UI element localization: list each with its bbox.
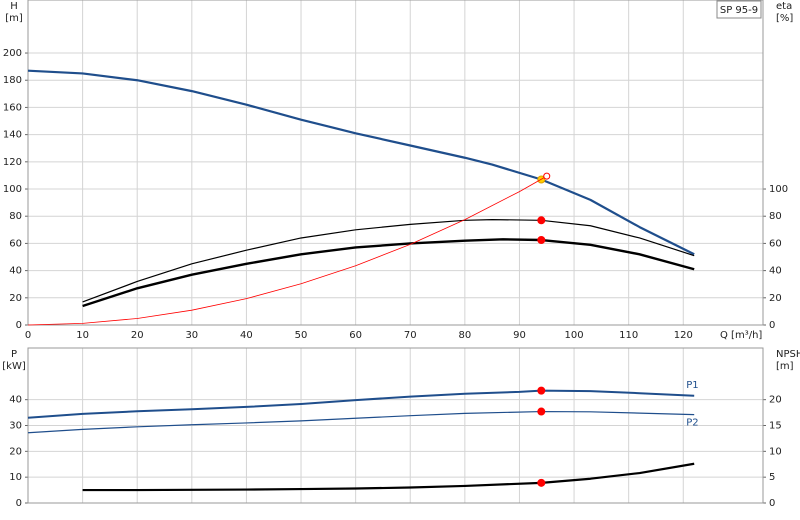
annotation: SP 95-9 — [720, 5, 758, 16]
y-tick-label: 120 — [3, 157, 22, 168]
duty-point — [537, 407, 546, 416]
y2-tick-label: 100 — [769, 184, 788, 195]
y2-tick-label: 15 — [769, 421, 782, 432]
x-tick-label: 40 — [240, 330, 253, 341]
y2-tick-label: 5 — [769, 472, 775, 483]
series-line — [27, 389, 695, 419]
x-tick-label: 80 — [458, 330, 471, 341]
series-label: P2 — [686, 418, 698, 429]
y-tick-label: 10 — [9, 472, 22, 483]
x-tick-label: 10 — [76, 330, 89, 341]
y-tick-label: 40 — [9, 266, 22, 277]
y-axis-unit: [kW] — [2, 361, 26, 372]
y-tick-label: 160 — [3, 102, 22, 113]
x-tick-label: 60 — [349, 330, 362, 341]
series-label: P1 — [686, 380, 698, 391]
series-line — [27, 410, 695, 434]
y-tick-label: 40 — [9, 395, 22, 406]
y-axis-label: P — [11, 349, 17, 360]
y-tick-label: 20 — [9, 446, 22, 457]
y-tick-label: 0 — [16, 320, 22, 331]
y-tick-label: 100 — [3, 184, 22, 195]
y2-tick-label: 0 — [769, 498, 775, 509]
x-axis-label: Q [m³/h] — [720, 330, 762, 341]
series-line — [82, 462, 695, 492]
plot-frame — [27, 0, 764, 326]
x-tick-label: 110 — [619, 330, 638, 341]
duty-point — [537, 386, 546, 395]
x-tick-label: 70 — [404, 330, 417, 341]
y2-tick-label: 60 — [769, 238, 782, 249]
x-tick-label: 50 — [295, 330, 308, 341]
series-line — [82, 219, 695, 303]
plot-frame — [27, 347, 764, 504]
y-tick-label: 30 — [9, 421, 22, 432]
y-tick-label: 80 — [9, 211, 22, 222]
duty-point — [537, 216, 546, 225]
duty-point — [543, 172, 551, 180]
x-tick-label: 100 — [565, 330, 584, 341]
y-tick-label: 60 — [9, 238, 22, 249]
y2-tick-label: 20 — [769, 395, 782, 406]
y-tick-label: 200 — [3, 48, 22, 59]
y2-tick-label: 80 — [769, 211, 782, 222]
y2-axis-unit: [m] — [776, 361, 794, 372]
y2-tick-label: 20 — [769, 293, 782, 304]
duty-point — [537, 236, 546, 245]
duty-point — [537, 478, 546, 487]
y2-tick-label: 0 — [769, 320, 775, 331]
y2-tick-label: 10 — [769, 446, 782, 457]
x-tick-label: 30 — [185, 330, 198, 341]
series-line — [27, 175, 547, 326]
y-tick-label: 20 — [9, 293, 22, 304]
y2-axis-label: eta — [776, 1, 792, 12]
x-tick-label: 120 — [674, 330, 693, 341]
y-axis-label: H — [10, 1, 18, 12]
y-tick-label: 140 — [3, 130, 22, 141]
x-tick-label: 90 — [513, 330, 526, 341]
y2-axis-label: NPSH — [776, 349, 800, 360]
x-tick-label: 0 — [25, 330, 31, 341]
y-tick-label: 0 — [16, 498, 22, 509]
x-tick-label: 20 — [131, 330, 144, 341]
series-line — [82, 238, 695, 308]
y-axis-unit: [m] — [5, 13, 23, 24]
series-line — [27, 69, 695, 256]
y-tick-label: 180 — [3, 75, 22, 86]
y2-axis-unit: [%] — [776, 13, 793, 24]
y2-tick-label: 40 — [769, 266, 782, 277]
annotation-box — [716, 0, 762, 19]
